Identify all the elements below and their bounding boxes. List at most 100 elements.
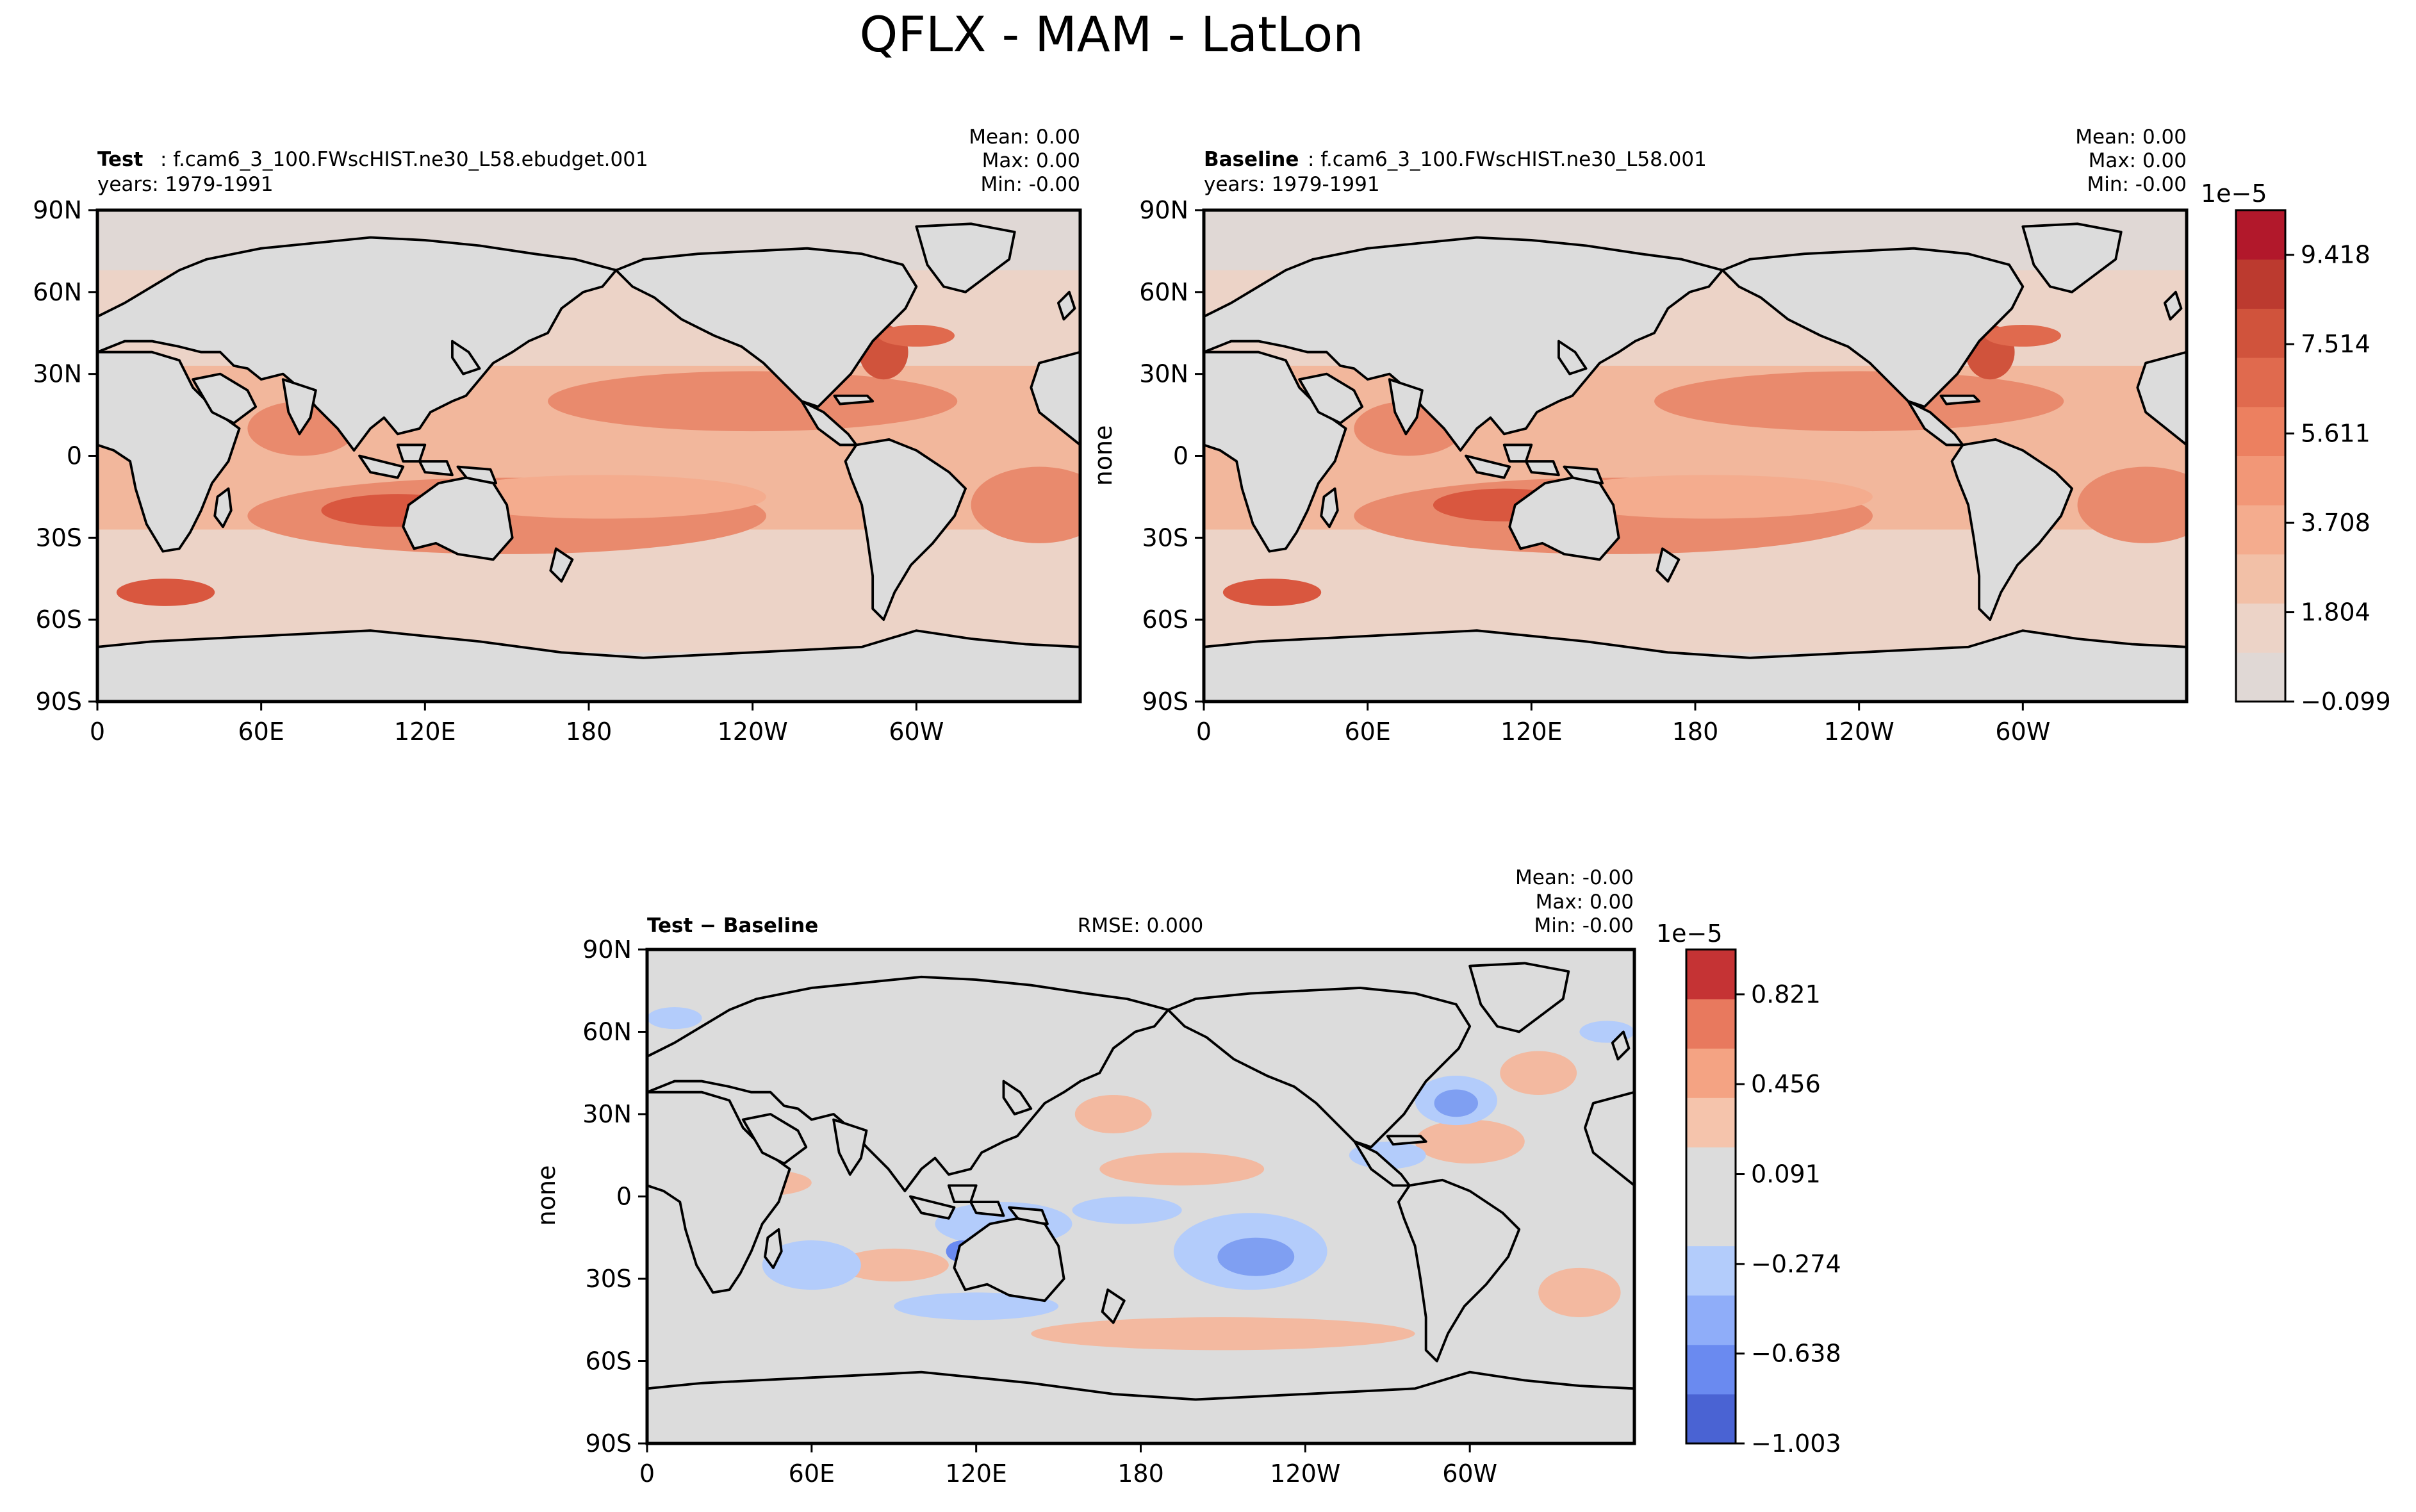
baseline-stat-max: Max: 0.00: [2089, 149, 2187, 172]
colorbar-top-tick-label: 9.418: [2301, 241, 2371, 269]
test-ytick-label: 90S: [36, 687, 82, 716]
diff-xtick-label: 180: [1117, 1459, 1164, 1488]
colorbar-top: 1e−5 9.418 7.514 5.611 3.708 1.804 −0.099: [2201, 179, 2391, 716]
test-label-case: : f.cam6_3_100.FWscHIST.ne30_L58.ebudget…: [160, 148, 648, 171]
colorbar-top-swatch: [2236, 456, 2285, 505]
diff-ytick-label: 0: [616, 1183, 632, 1211]
colorbar-top-tick-label: 3.708: [2301, 509, 2371, 537]
baseline-years: years: 1979-1991: [1204, 173, 1380, 196]
test-xtick-label: 0: [90, 718, 105, 746]
baseline-flux-contours: [1204, 210, 2187, 702]
colorbar-top-tick-label: 7.514: [2301, 330, 2371, 358]
test-xtick-label: 60W: [889, 718, 944, 746]
diff-stat-min: Min: -0.00: [1534, 914, 1634, 937]
test-stat-max: Max: 0.00: [982, 149, 1080, 172]
colorbar-top-tick-label: −0.099: [2301, 687, 2391, 716]
colorbar-bottom-swatch: [1686, 999, 1736, 1049]
test-xtick-label: 120E: [394, 718, 456, 746]
baseline-xtick-label: 0: [1196, 718, 1212, 746]
baseline-label-case: : f.cam6_3_100.FWscHIST.ne30_L58.001: [1308, 148, 1707, 171]
colorbar-top-frame: [2235, 209, 2287, 703]
colorbar-bottom-tick-label: −1.003: [1751, 1429, 1841, 1458]
baseline-tick-labels: 0 60E 120E 180 120W 60W 90N 60N 30N 0 30S 60S 90S: [1139, 196, 2050, 746]
baseline-ytick-label: 30S: [1142, 523, 1188, 552]
colorbar-bottom-swatch: [1686, 1245, 1736, 1296]
colorbar-bottom-swatch: [1686, 1196, 1736, 1247]
test-map: [97, 210, 1080, 702]
baseline-ytick-label: 90N: [1139, 196, 1188, 224]
colorbar-bottom-swatch: [1686, 1344, 1736, 1395]
test-ytick-label: 60S: [36, 605, 82, 634]
colorbar-top-swatch: [2236, 210, 2285, 260]
baseline-xtick-label: 60E: [1344, 718, 1390, 746]
panel-baseline: Baseline : f.cam6_3_100.FWscHIST.ne30_L5…: [1089, 126, 2189, 703]
colorbar-top-tick-label: 1.804: [2301, 598, 2371, 627]
diff-ytick-label: 60N: [582, 1018, 632, 1046]
test-ytick-label: 30N: [33, 360, 82, 388]
baseline-ytick-label: 60S: [1142, 605, 1188, 634]
baseline-ytick-label: 30N: [1139, 360, 1188, 388]
diff-rmse: RMSE: 0.000: [1078, 914, 1204, 937]
colorbar-bottom-frame: [1685, 948, 1737, 1445]
colorbar-bottom-tick-label: 0.456: [1751, 1070, 1821, 1098]
colorbar-top-swatch: [2236, 406, 2285, 456]
colorbar-bottom-swatch: [1686, 1393, 1736, 1444]
colorbar-top-swatch: [2236, 259, 2285, 309]
diff-ytick-label: 90N: [582, 935, 632, 964]
baseline-ylabel: none: [1089, 425, 1117, 486]
baseline-xtick-label: 180: [1672, 718, 1719, 746]
diff-xtick-label: 60W: [1442, 1459, 1497, 1488]
diff-xtick-label: 0: [639, 1459, 655, 1488]
diff-ytick-label: 30N: [582, 1100, 632, 1128]
test-stat-mean: Mean: 0.00: [969, 126, 1080, 149]
colorbar-top-exponent: 1e−5: [2201, 179, 2267, 208]
diff-tick-labels: 0 60E 120E 180 120W 60W 90N 60N 30N 0 30S 60S 90S: [582, 935, 1497, 1488]
test-xtick-label: 60E: [238, 718, 284, 746]
colorbar-top-swatch: [2236, 652, 2285, 702]
panel-test: Test : f.cam6_3_100.FWscHIST.ne30_L58.eb…: [95, 126, 1082, 703]
diff-stat-mean: Mean: -0.00: [1515, 866, 1634, 889]
diff-xtick-label: 60E: [789, 1459, 835, 1488]
test-ytick-label: 60N: [33, 278, 82, 306]
colorbar-bottom-swatch: [1686, 1147, 1736, 1197]
test-ytick-label: 0: [67, 442, 82, 470]
baseline-stat-mean: Mean: 0.00: [2075, 126, 2187, 149]
colorbar-bottom-swatch: [1686, 949, 1736, 999]
colorbar-top-swatch: [2236, 603, 2285, 653]
test-tick-labels: 0 60E 120E 180 120W 60W 90N 60N 30N 0 30S 60S 90S: [33, 196, 944, 746]
test-ytick-label: 90N: [33, 196, 82, 224]
baseline-stat-min: Min: -0.00: [2087, 173, 2187, 196]
colorbar-bottom-swatch: [1686, 1048, 1736, 1098]
baseline-xtick-label: 120E: [1500, 718, 1563, 746]
baseline-label-bold: Baseline: [1204, 148, 1299, 171]
colorbar-bottom-exponent: 1e−5: [1656, 919, 1723, 948]
test-xtick-label: 180: [566, 718, 612, 746]
diff-ytick-label: 30S: [586, 1265, 632, 1293]
colorbar-bottom: 1e−5 0.821 0.456 0.091 −0.274 −0.638 −1.003: [1656, 919, 1841, 1458]
diff-ylabel: none: [532, 1165, 561, 1226]
colorbar-bottom-swatch: [1686, 1097, 1736, 1147]
diff-ytick-label: 90S: [586, 1429, 632, 1458]
colorbar-bottom-swatch: [1686, 1295, 1736, 1345]
test-years: years: 1979-1991: [97, 173, 274, 196]
diff-map: [647, 949, 1634, 1443]
diff-stat-max: Max: 0.00: [1536, 891, 1634, 914]
colorbar-bottom-tick-label: 0.091: [1751, 1160, 1821, 1188]
panel-difference: Test − Baseline RMSE: 0.000 Mean: -0.00 …: [532, 866, 1636, 1445]
test-xtick-label: 120W: [718, 718, 788, 746]
diff-label-bold: Test − Baseline: [647, 914, 818, 937]
baseline-xtick-label: 120W: [1824, 718, 1894, 746]
colorbar-top-tick-label: 5.611: [2301, 420, 2371, 448]
baseline-map: [1204, 210, 2187, 702]
diff-xtick-label: 120E: [945, 1459, 1007, 1488]
baseline-ytick-label: 90S: [1142, 687, 1188, 716]
test-label-bold: Test: [97, 148, 144, 171]
colorbar-top-swatch: [2236, 554, 2285, 604]
colorbar-top-swatch: [2236, 308, 2285, 358]
colorbar-bottom-tick-label: 0.821: [1751, 980, 1821, 1008]
figure-title: QFLX - MAM - LatLon: [860, 6, 1364, 63]
test-ytick-label: 30S: [36, 523, 82, 552]
colorbar-bottom-tick-label: −0.638: [1751, 1340, 1841, 1368]
colorbar-top-swatch: [2236, 505, 2285, 555]
